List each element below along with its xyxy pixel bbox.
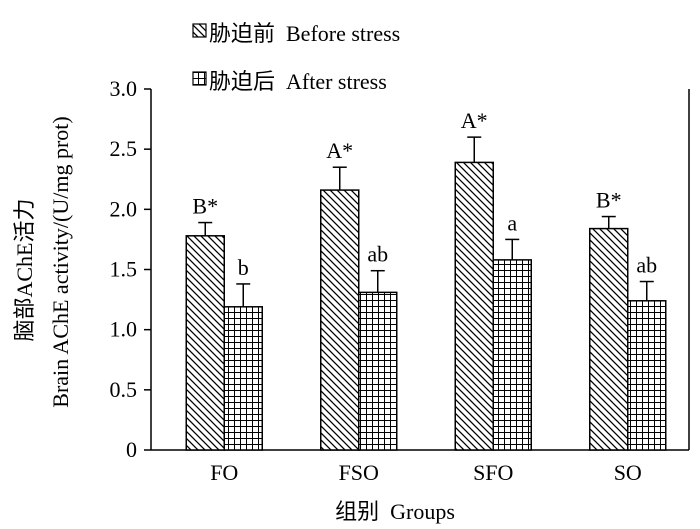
y-tick-label: 1.5 [110,257,138,282]
y-tick-label: 0 [126,437,137,462]
y-tick-label: 0.5 [110,377,138,402]
legend-swatch-after-stress [192,71,207,86]
significance-label: A* [326,138,353,163]
y-tick-label: 1.0 [110,317,138,342]
bar-sfo-after [492,259,532,451]
x-ticks: FO FSO SFO SO [210,460,642,485]
bar-so-after [627,300,667,451]
x-tick-label: FO [210,460,238,485]
legend-label-after-stress: 胁迫后 After stress [209,69,387,94]
significance-label: ab [367,242,388,267]
significance-label: ab [636,253,657,278]
x-tick-label: FSO [339,460,379,485]
y-axis-label-chinese: 脑部AChE活力 [12,198,37,341]
y-tick-label: 2.0 [110,196,138,221]
y-axis-label-english: Brain AChE activity/(U/mg prot) [48,116,73,407]
bar-fso-before [320,189,360,451]
legend-label-before-stress: 胁迫前 Before stress [209,21,400,46]
legend: 胁迫前 Before stress 胁迫后 After stress [192,21,400,94]
y-tick-label: 3.0 [110,76,138,101]
significance-label: B* [192,194,218,219]
significance-label: B* [596,188,622,213]
x-axis-label: 组别 Groups [335,499,455,524]
bar-fo-before [185,235,225,451]
y-tick-label: 2.5 [110,136,138,161]
x-tick-label: SFO [473,460,513,485]
bar-sfo-before [454,161,494,451]
x-tick-label: SO [614,460,642,485]
significance-label: a [507,210,517,235]
bar-so-before [589,227,629,451]
legend-swatch-before-stress [192,23,207,38]
significance-label: b [238,255,249,280]
significance-label: A* [461,108,488,133]
y-ticks: 0 0.5 1.0 1.5 2.0 2.5 3.0 [110,76,151,462]
bar-fo-after [223,306,263,451]
bars: B* b A* ab A* a B* ab [185,108,667,451]
bar-fso-after [358,291,398,451]
